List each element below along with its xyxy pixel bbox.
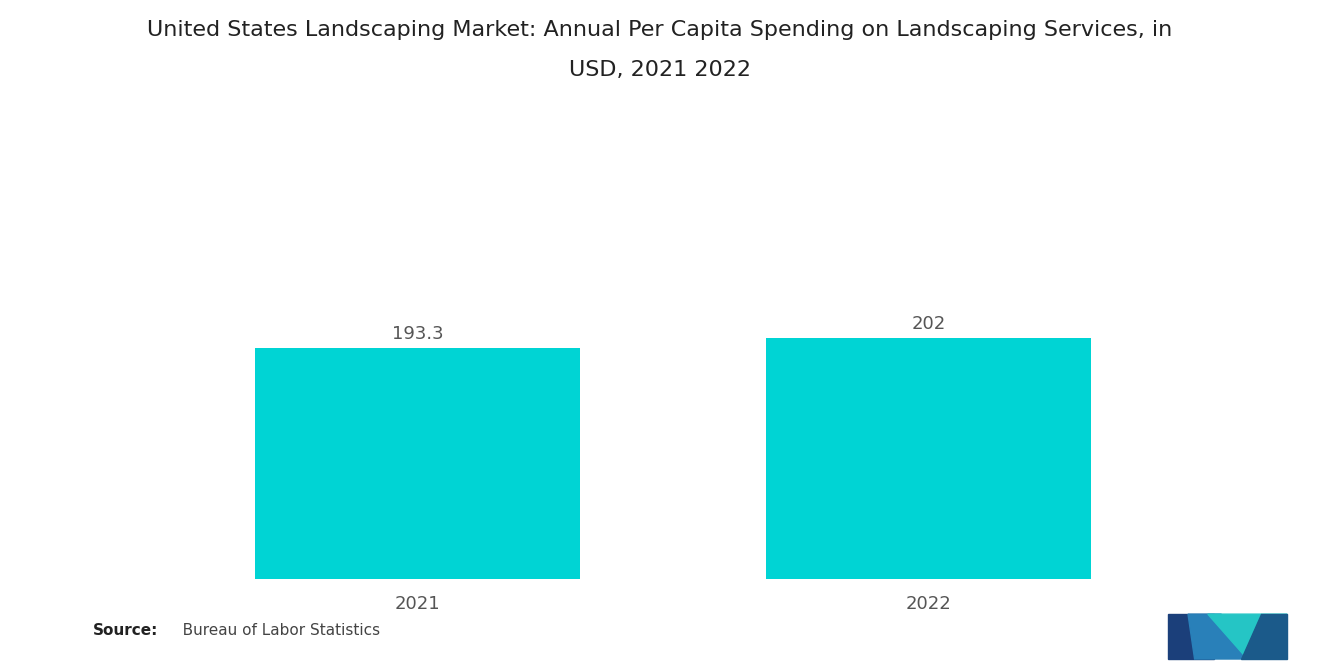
Polygon shape	[1168, 614, 1214, 659]
Text: Bureau of Labor Statistics: Bureau of Labor Statistics	[168, 623, 380, 638]
Text: 202: 202	[912, 315, 946, 333]
Polygon shape	[1241, 614, 1287, 659]
Polygon shape	[1188, 614, 1247, 659]
Polygon shape	[1208, 614, 1287, 659]
Text: 193.3: 193.3	[392, 325, 444, 343]
Text: Source:: Source:	[92, 623, 158, 638]
Bar	[766, 338, 1092, 579]
Text: United States Landscaping Market: Annual Per Capita Spending on Landscaping Serv: United States Landscaping Market: Annual…	[148, 20, 1172, 40]
Text: USD, 2021 2022: USD, 2021 2022	[569, 60, 751, 80]
Bar	[255, 348, 581, 579]
